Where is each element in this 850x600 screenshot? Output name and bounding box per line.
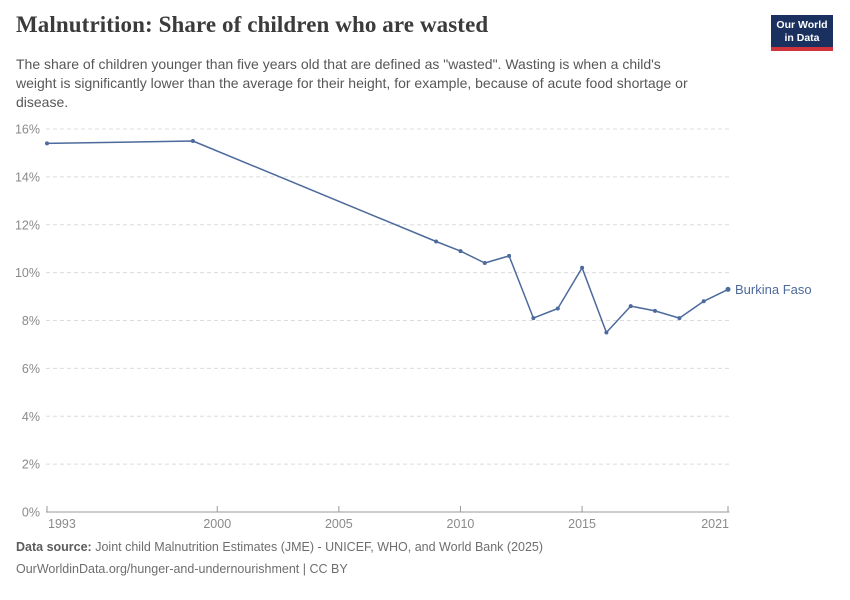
data-point[interactable] — [45, 141, 49, 146]
data-point[interactable] — [482, 261, 487, 265]
data-point[interactable] — [701, 299, 706, 304]
y-axis-tick-label: 4% — [22, 410, 40, 424]
y-axis-tick-label: 6% — [22, 362, 40, 376]
y-axis-tick-label: 16% — [15, 123, 40, 137]
y-axis-tick-label: 0% — [22, 506, 40, 520]
data-point[interactable] — [190, 139, 195, 143]
x-axis-tick-label: 2021 — [701, 517, 729, 531]
data-point[interactable] — [653, 308, 657, 313]
data-source-line: Data source: Joint child Malnutrition Es… — [16, 540, 543, 554]
y-axis-tick-label: 2% — [22, 458, 40, 472]
page-title: Malnutrition: Share of children who are … — [16, 12, 489, 37]
owid-logo-line2: in Data — [784, 31, 820, 44]
y-axis-tick-label: 10% — [15, 266, 40, 280]
data-point[interactable] — [555, 306, 560, 311]
x-axis-tick-label: 2000 — [203, 517, 231, 531]
y-axis-tick-label: 8% — [22, 314, 40, 328]
data-point[interactable] — [531, 316, 536, 321]
owid-logo-line1: Our World — [776, 19, 828, 31]
y-axis-tick-label: 12% — [15, 218, 40, 232]
data-point[interactable] — [628, 304, 633, 309]
data-point[interactable] — [725, 286, 731, 292]
data-point[interactable] — [434, 239, 439, 244]
y-axis-tick-label: 14% — [15, 170, 40, 184]
owid-logo[interactable]: Our World in Data — [771, 15, 833, 52]
data-point[interactable] — [604, 330, 609, 335]
data-source-text: Joint child Malnutrition Estimates (JME)… — [95, 540, 544, 554]
data-source-label: Data source: — [16, 540, 92, 554]
data-point[interactable] — [458, 249, 463, 254]
subtitle-line: The share of children younger than five … — [16, 56, 661, 72]
subtitle-line: disease. — [16, 94, 69, 110]
chart-footer: Data source: Joint child Malnutrition Es… — [16, 540, 543, 584]
data-point[interactable] — [507, 253, 512, 258]
subtitle-line: weight is significantly lower than the a… — [16, 75, 688, 91]
x-axis-tick-label: 2015 — [568, 517, 596, 531]
line-chart-canvas: 0% 2% 4% 6% 8% 10% 12% 14% 16% 1993 2000 2005 2010 20… — [15, 123, 812, 532]
data-point[interactable] — [580, 265, 585, 270]
x-axis-tick-label: 2010 — [447, 517, 475, 531]
footer-note-link[interactable]: OurWorldinData.org/hunger-and-undernouri… — [16, 562, 348, 576]
data-point[interactable] — [677, 316, 682, 321]
chart-subtitle: The share of children younger than five … — [16, 55, 688, 112]
x-axis-tick-label: 1993 — [48, 517, 76, 531]
x-axis-tick-label: 2005 — [325, 517, 353, 531]
line-chart: 0% 2% 4% 6% 8% 10% 12% 14% 16% 1993 2000 2005 2010 20… — [0, 110, 850, 540]
series-label[interactable]: Burkina Faso — [735, 282, 812, 297]
data-line[interactable] — [46, 140, 729, 334]
